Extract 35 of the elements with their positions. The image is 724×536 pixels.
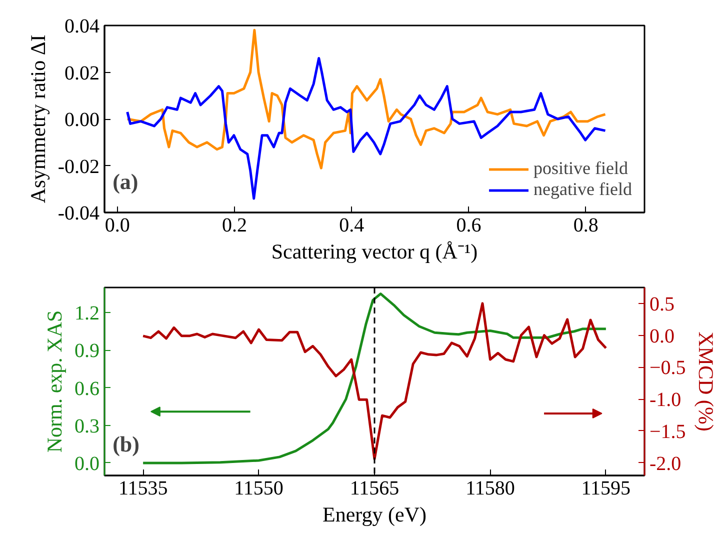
y-tick-label: 1.2 bbox=[74, 302, 100, 325]
y2-tick-label: 0.5 bbox=[650, 293, 674, 316]
x-tick-label: 11565 bbox=[350, 478, 400, 500]
y-tick-label: -0.02 bbox=[58, 156, 100, 178]
x-tick-label: 11535 bbox=[118, 478, 168, 500]
y-tick-label: 0.0 bbox=[74, 452, 100, 475]
y-tick-label: 0.9 bbox=[74, 340, 100, 362]
annotation: (a) bbox=[112, 168, 138, 194]
y-tick-label: 0.02 bbox=[64, 62, 100, 84]
y-tick-label: 0.6 bbox=[74, 378, 100, 400]
annotation: (b) bbox=[112, 432, 140, 457]
x-axis-title: Energy (eV) bbox=[322, 502, 427, 526]
y2-tick-label: -1.0 bbox=[650, 389, 682, 412]
x-tick-label: 0.0 bbox=[104, 214, 130, 236]
y-tick-label: 0.3 bbox=[74, 415, 100, 438]
x-tick-label: 11550 bbox=[234, 478, 284, 500]
x-axis-title: Scattering vector q (Å⁻¹) bbox=[271, 240, 478, 264]
y-axis-title: Asymmetry ratio ΔI bbox=[26, 34, 50, 204]
y2-tick-label: 0.0 bbox=[650, 325, 674, 348]
y-axis-title: Norm. exp. XAS bbox=[42, 310, 66, 453]
y-tick-label: 0.00 bbox=[64, 109, 100, 131]
x-tick-label: 11595 bbox=[581, 478, 631, 500]
y2-tick-label: -2.0 bbox=[650, 452, 682, 475]
x-tick-label: 0.6 bbox=[456, 214, 482, 236]
y2-axis-title: XMCD (%) bbox=[694, 332, 718, 432]
x-tick-label: 11580 bbox=[466, 478, 515, 500]
x-tick-label: 0.4 bbox=[339, 214, 364, 236]
legend-label: negative field bbox=[534, 179, 632, 200]
x-tick-label: 0.8 bbox=[573, 214, 598, 236]
y-tick-label: -0.04 bbox=[58, 202, 100, 224]
y2-tick-label: −0.5 bbox=[650, 357, 686, 380]
x-tick-label: 0.2 bbox=[222, 214, 248, 236]
y-tick-label: 0.04 bbox=[64, 16, 100, 38]
legend-label: positive field bbox=[534, 158, 628, 179]
y2-tick-label: −1.5 bbox=[650, 420, 686, 443]
